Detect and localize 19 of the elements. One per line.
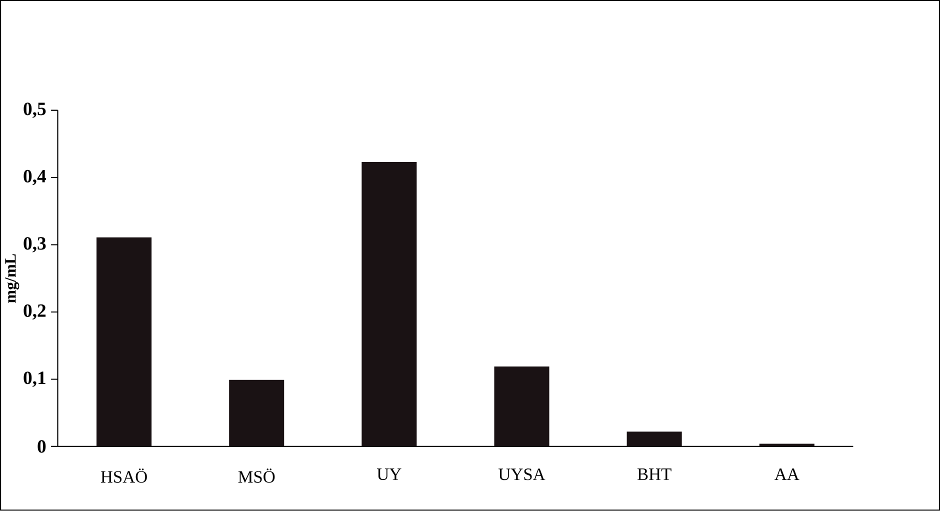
- x-tick-label: BHT: [637, 468, 672, 480]
- x-tick-label: UYSA: [498, 468, 546, 480]
- bar: [96, 237, 152, 447]
- bar: [626, 432, 682, 447]
- y-tick-label: 0,2: [24, 304, 46, 320]
- x-tick-label: HSAÖ: [100, 468, 147, 483]
- y-tick-label: 0,4: [24, 170, 46, 186]
- bar: [494, 366, 550, 447]
- bar: [759, 444, 814, 447]
- x-tick-label: UY: [377, 468, 402, 480]
- y-tick-label: 0,5: [24, 102, 46, 118]
- bar: [229, 380, 284, 447]
- y-tick-label: 0,1: [24, 372, 46, 388]
- y-tick-label: 0: [38, 440, 46, 453]
- bar: [362, 162, 417, 447]
- y-axis-title: mg/mL: [5, 254, 20, 303]
- x-tick-label: AA: [774, 468, 800, 480]
- y-tick-label: 0,3: [24, 237, 46, 253]
- x-tick-label: MSÖ: [238, 468, 275, 483]
